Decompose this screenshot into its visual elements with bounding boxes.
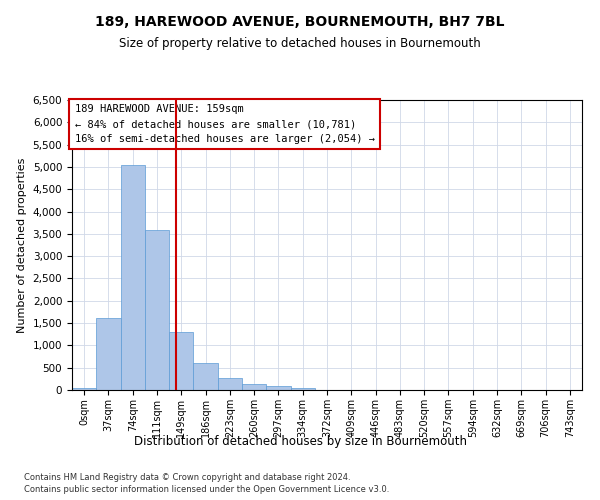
Text: 189, HAREWOOD AVENUE, BOURNEMOUTH, BH7 7BL: 189, HAREWOOD AVENUE, BOURNEMOUTH, BH7 7…: [95, 15, 505, 29]
Bar: [72, 388, 96, 390]
Text: 189 HAREWOOD AVENUE: 159sqm
← 84% of detached houses are smaller (10,781)
16% of: 189 HAREWOOD AVENUE: 159sqm ← 84% of det…: [74, 104, 374, 144]
Text: Contains HM Land Registry data © Crown copyright and database right 2024.: Contains HM Land Registry data © Crown c…: [24, 472, 350, 482]
Bar: [121, 164, 145, 390]
Text: Distribution of detached houses by size in Bournemouth: Distribution of detached houses by size …: [133, 435, 467, 448]
Bar: [290, 388, 315, 390]
Y-axis label: Number of detached properties: Number of detached properties: [17, 158, 27, 332]
Bar: [145, 230, 169, 390]
Bar: [169, 332, 193, 390]
Text: Contains public sector information licensed under the Open Government Licence v3: Contains public sector information licen…: [24, 485, 389, 494]
Bar: [96, 318, 121, 390]
Bar: [218, 378, 242, 390]
Bar: [242, 384, 266, 390]
Bar: [266, 386, 290, 390]
Text: Size of property relative to detached houses in Bournemouth: Size of property relative to detached ho…: [119, 38, 481, 51]
Bar: [193, 363, 218, 390]
